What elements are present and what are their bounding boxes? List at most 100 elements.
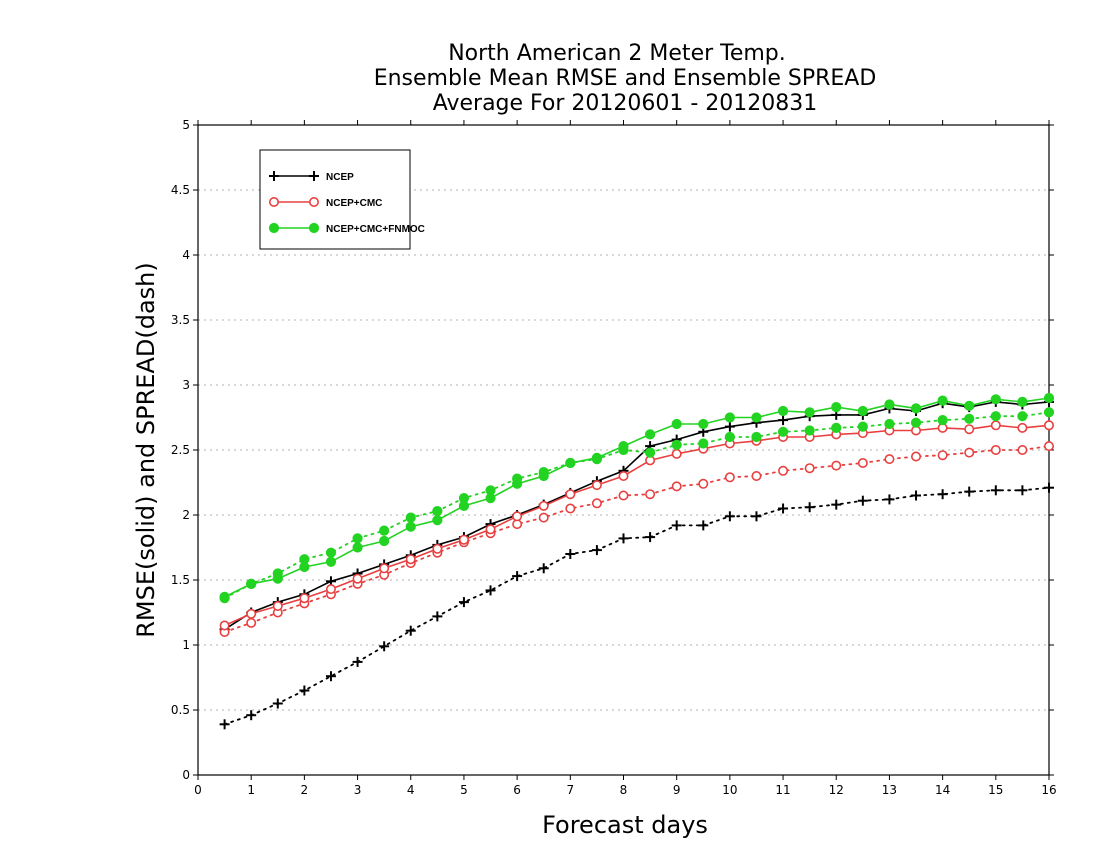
spread-point bbox=[565, 549, 576, 559]
rmse-point bbox=[219, 620, 230, 631]
rmse-point bbox=[458, 534, 469, 545]
rmse-point bbox=[751, 412, 762, 423]
x-tick-label: 15 bbox=[988, 783, 1003, 797]
legend-label: NCEP+CMC+FNMOC bbox=[326, 224, 425, 235]
rmse-point bbox=[644, 429, 656, 440]
rmse-point bbox=[272, 573, 283, 584]
x-tick-label: 1 bbox=[247, 783, 255, 797]
rmse-point bbox=[432, 543, 443, 554]
legend-entry: NCEP+CMC+FNMOC bbox=[268, 222, 425, 235]
y-axis-label: RMSE(solid) and SPREAD(dash) bbox=[132, 262, 160, 638]
spread-point bbox=[777, 426, 789, 437]
rmse-point bbox=[698, 418, 709, 430]
rmse-point bbox=[857, 405, 868, 417]
rmse-point bbox=[352, 542, 363, 553]
rmse-point bbox=[618, 441, 629, 452]
spread-point bbox=[644, 447, 656, 458]
x-tick-label: 2 bbox=[301, 783, 309, 797]
rmse-point bbox=[831, 402, 842, 413]
spread-point bbox=[405, 512, 416, 523]
spread-point bbox=[671, 520, 682, 531]
rmse-point bbox=[219, 591, 230, 603]
rmse-point bbox=[724, 421, 735, 432]
y-tick-label: 0.5 bbox=[171, 703, 190, 717]
spread-point bbox=[246, 617, 257, 628]
x-tick-label: 3 bbox=[354, 783, 362, 797]
x-tick-label: 4 bbox=[407, 783, 415, 797]
rmse-point bbox=[1044, 420, 1055, 431]
spread-point bbox=[671, 481, 682, 492]
series-layer bbox=[219, 392, 1055, 730]
rmse-point bbox=[910, 403, 922, 414]
rmse-point bbox=[884, 399, 895, 410]
legend-label: NCEP+CMC bbox=[326, 198, 382, 209]
y-tick-label: 0 bbox=[182, 768, 190, 782]
spread-line bbox=[223, 486, 1050, 726]
spread-point bbox=[645, 489, 656, 500]
grid bbox=[198, 189, 1049, 711]
rmse-point bbox=[379, 563, 390, 574]
rmse-point bbox=[964, 424, 975, 435]
spread-point bbox=[325, 547, 337, 558]
rmse-point bbox=[272, 600, 283, 611]
legend-box bbox=[259, 149, 411, 250]
legend-label: NCEP bbox=[326, 172, 354, 183]
rmse-point bbox=[777, 405, 789, 417]
rmse-point bbox=[325, 584, 336, 595]
legend-marker bbox=[268, 222, 280, 234]
rmse-point bbox=[352, 573, 363, 584]
x-tick-label: 0 bbox=[194, 783, 202, 797]
rmse-point bbox=[246, 578, 257, 590]
rmse-point bbox=[671, 448, 682, 459]
legend: NCEP NCEP+CMC NCEP+CMC+FNMOC bbox=[259, 149, 425, 250]
spread-point bbox=[485, 585, 496, 596]
spread-point bbox=[937, 450, 948, 461]
spread-point bbox=[937, 489, 948, 500]
rmse-point bbox=[618, 470, 629, 481]
spread-line bbox=[223, 445, 1050, 633]
spread-point bbox=[911, 451, 922, 462]
spread-point bbox=[751, 511, 762, 522]
series-ncep bbox=[219, 396, 1054, 730]
rmse-point bbox=[804, 407, 815, 418]
spread-point bbox=[618, 533, 629, 544]
legend-marker bbox=[308, 197, 319, 208]
spread-point bbox=[831, 499, 842, 510]
spread-point bbox=[325, 671, 336, 682]
spread-point bbox=[299, 685, 310, 696]
spread-point bbox=[910, 417, 922, 428]
rmse-line bbox=[224, 401, 1050, 631]
rmse-point bbox=[325, 556, 337, 567]
rmse-point bbox=[990, 394, 1001, 405]
y-tick-label: 2.5 bbox=[171, 443, 190, 457]
x-tick-label: 12 bbox=[829, 783, 844, 797]
rmse-point bbox=[405, 521, 416, 532]
rmse-point bbox=[671, 418, 682, 430]
spread-point bbox=[405, 625, 416, 636]
spread-point bbox=[1043, 407, 1055, 418]
rmse-point bbox=[432, 515, 443, 526]
legend-marker bbox=[268, 197, 279, 208]
spread-point bbox=[724, 431, 735, 443]
spread-point bbox=[618, 490, 629, 501]
spread-point bbox=[884, 418, 895, 430]
spread-point bbox=[804, 425, 815, 436]
spread-point bbox=[724, 472, 735, 483]
spread-point bbox=[964, 413, 975, 424]
spread-point bbox=[1044, 441, 1055, 452]
title-line-2: Ensemble Mean RMSE and Ensemble SPREAD bbox=[374, 66, 877, 91]
spread-point bbox=[990, 444, 1001, 455]
spread-point bbox=[884, 494, 895, 505]
spread-line bbox=[223, 411, 1050, 600]
rmse-point bbox=[565, 457, 576, 469]
spread-point bbox=[778, 465, 789, 476]
spread-point bbox=[671, 439, 682, 450]
rmse-point bbox=[485, 493, 496, 504]
spread-point bbox=[804, 463, 815, 474]
y-tick-label: 2 bbox=[182, 508, 190, 522]
spread-point bbox=[1044, 482, 1054, 493]
spread-point bbox=[645, 532, 656, 543]
spread-point bbox=[857, 421, 868, 432]
spread-point bbox=[458, 597, 469, 608]
